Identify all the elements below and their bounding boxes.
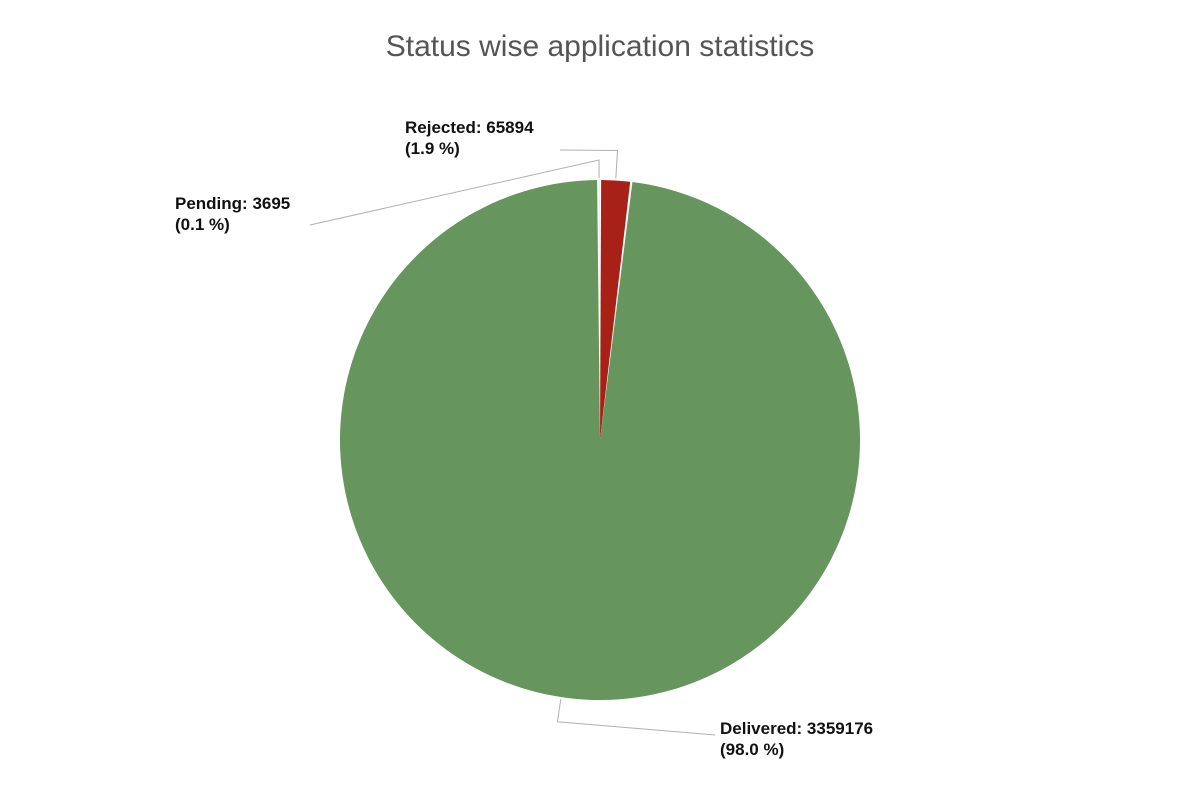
label-rejected: Rejected: 65894 (1.9 %) [405,117,534,160]
label-delivered-line2: (98.0 %) [720,740,784,759]
label-pending-line1: Pending: 3695 [175,194,290,213]
label-pending: Pending: 3695 (0.1 %) [175,193,290,236]
label-rejected-line1: Rejected: 65894 [405,118,534,137]
pie-chart: Status wise application statistics Rejec… [0,0,1200,800]
pie-svg [0,0,1200,800]
label-delivered-line1: Delivered: 3359176 [720,719,873,738]
label-rejected-line2: (1.9 %) [405,139,460,158]
label-delivered: Delivered: 3359176 (98.0 %) [720,718,873,761]
label-pending-line2: (0.1 %) [175,215,230,234]
chart-title: Status wise application statistics [0,30,1200,64]
slice-delivered [340,180,860,700]
